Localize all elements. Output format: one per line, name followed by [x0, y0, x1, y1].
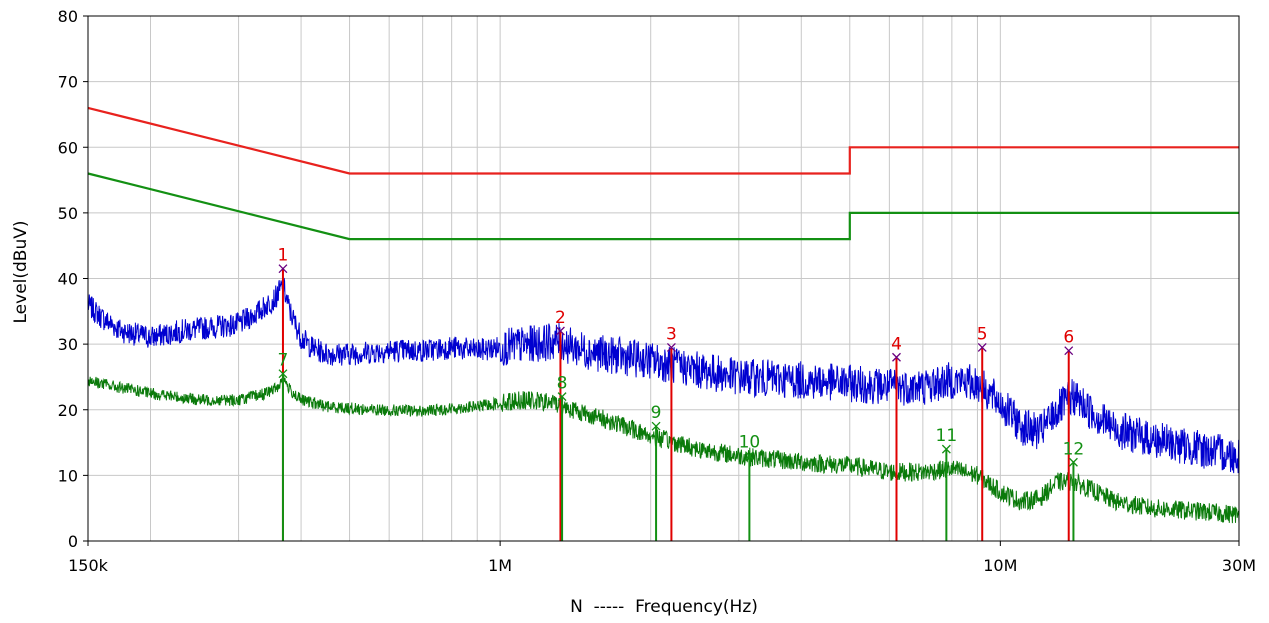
y-tick-label: 20 [58, 401, 78, 420]
marker-x [555, 326, 565, 336]
marker-x [557, 392, 567, 402]
marker-3: 3 [666, 324, 677, 541]
marker-label: 9 [651, 403, 662, 423]
y-axis-title: Level(dBuV) [11, 221, 31, 324]
marker-x [744, 451, 754, 461]
marker-x [278, 264, 288, 274]
marker-9: 9 [651, 403, 662, 541]
marker-label: 7 [278, 351, 289, 371]
marker-4: 4 [891, 334, 902, 541]
marker-x [278, 369, 288, 379]
grid-lines [88, 15, 1239, 542]
marker-8: 8 [557, 374, 568, 541]
marker-label: 1 [278, 246, 289, 266]
axes: 0 10 20 30 40 50 60 70 80 150k 1M 10M 30M [58, 7, 1256, 575]
marker-2: 2 [555, 308, 566, 541]
y-tick-label: 40 [58, 270, 78, 289]
marker-label: 5 [977, 324, 988, 344]
x-tick-label: 30M [1222, 556, 1256, 575]
marker-x [941, 444, 951, 454]
marker-label: 10 [739, 433, 761, 453]
y-tick-label: 50 [58, 204, 78, 223]
y-tick-label: 60 [58, 138, 78, 157]
marker-label: 2 [555, 308, 566, 328]
marker-label: 8 [557, 374, 568, 394]
avg-limit-line [87, 172, 1239, 241]
x-tick-label: 10M [983, 556, 1017, 575]
marker-label: 4 [891, 334, 902, 354]
marker-label: 6 [1063, 328, 1074, 348]
marker-x [892, 352, 901, 362]
y-tick-label: 80 [58, 7, 78, 26]
marker-5: 5 [977, 324, 988, 541]
marker-x [1068, 457, 1078, 467]
x-tick-label: 150k [68, 556, 109, 575]
y-tick-label: 30 [58, 335, 78, 354]
x-tick-label: 1M [488, 556, 512, 575]
marker-12: 12 [1063, 439, 1085, 541]
marker-label: 11 [936, 426, 958, 446]
marker-x [977, 342, 987, 352]
measurement-traces [87, 277, 1240, 524]
avg-trace-line [87, 374, 1240, 524]
x-axis-title: N ----- Frequency(Hz) [570, 597, 758, 617]
marker-6: 6 [1063, 328, 1074, 541]
marker-x [651, 421, 661, 431]
y-tick-label: 0 [68, 532, 78, 551]
y-tick-label: 10 [58, 466, 78, 485]
marker-label: 12 [1063, 439, 1085, 459]
qp-limit-line [87, 106, 1239, 175]
y-tick-label: 70 [58, 73, 78, 92]
marker-label: 3 [666, 324, 677, 344]
marker-x [666, 342, 676, 352]
limit-lines [87, 106, 1239, 241]
qp-trace-line [87, 277, 1240, 474]
marker-7: 7 [278, 351, 289, 541]
marker-10: 10 [739, 433, 761, 541]
marker-11: 11 [936, 426, 958, 541]
marker-x [1064, 346, 1074, 356]
